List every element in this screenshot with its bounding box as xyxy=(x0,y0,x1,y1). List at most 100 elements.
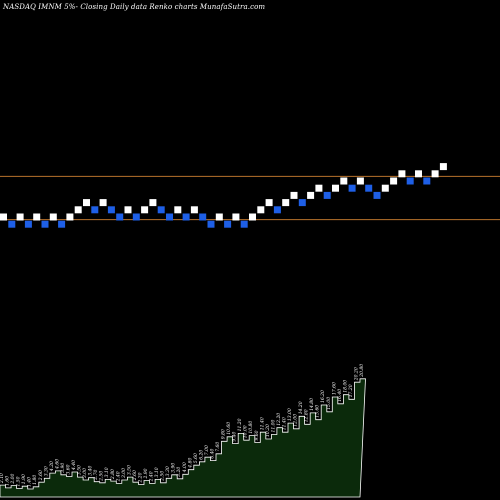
renko-brick-down xyxy=(373,191,381,199)
volume-label: 2.80 xyxy=(110,469,116,480)
renko-bricks xyxy=(0,163,447,228)
volume-label: 3.60 xyxy=(66,464,72,474)
renko-brick-up xyxy=(16,213,24,221)
renko-brick-up xyxy=(439,163,447,171)
volume-label: 20.20 xyxy=(354,367,360,381)
volume-label: 4.00 xyxy=(182,462,188,473)
renko-brick-up xyxy=(66,213,74,221)
volume-label: 9.40 xyxy=(232,431,238,441)
volume-label: 12.80 xyxy=(304,409,310,422)
volume-area-fill xyxy=(0,378,366,498)
renko-brick-up xyxy=(83,199,90,207)
renko-brick-up xyxy=(149,199,157,207)
volume-label: 3.30 xyxy=(165,466,171,476)
volume-label: 2.70 xyxy=(93,470,99,481)
renko-brick-up xyxy=(390,177,398,185)
volume-label: 3.90 xyxy=(171,463,177,473)
renko-brick-down xyxy=(323,191,331,199)
volume-label: 1.90 xyxy=(21,474,27,484)
volume-label: 2.50 xyxy=(160,471,166,482)
renko-brick-up xyxy=(249,213,256,221)
renko-brick-up xyxy=(49,213,57,221)
volume-label: 9.60 xyxy=(254,430,260,440)
volume-label: 2.10 xyxy=(0,473,5,484)
renko-brick-up xyxy=(215,213,223,221)
volume-label: 18.00 xyxy=(342,380,348,393)
volume-label: 14.80 xyxy=(309,398,315,411)
volume-label: 13.60 xyxy=(315,405,321,418)
volume-label: 15.00 xyxy=(326,397,332,410)
volume-label: 2.20 xyxy=(138,472,144,483)
renko-brick-up xyxy=(0,213,7,221)
renko-brick-up xyxy=(257,206,265,214)
volume-label: 3.10 xyxy=(154,467,160,477)
renko-brick-up xyxy=(124,206,132,214)
volume-label: 3.30 xyxy=(43,466,49,476)
volume-label: 3.00 xyxy=(82,468,88,478)
volume-label: 11.40 xyxy=(259,417,265,430)
volume-label: 10.20 xyxy=(265,424,271,437)
volume-label: 3.10 xyxy=(104,467,110,477)
volume-label: 2.60 xyxy=(38,470,44,481)
volume-label: 3.90 xyxy=(60,463,66,473)
renko-brick-down xyxy=(406,177,414,185)
volume-label: 10.60 xyxy=(226,422,232,435)
volume-label: 20.80 xyxy=(359,364,365,378)
volume-label: 11.40 xyxy=(282,417,288,430)
volume-label: 4.60 xyxy=(54,459,60,470)
volume-label: 4.40 xyxy=(71,460,77,471)
volume-label: 11.20 xyxy=(237,418,243,431)
renko-brick-down xyxy=(273,206,281,214)
renko-brick-down xyxy=(166,213,173,221)
volume-label: 2.40 xyxy=(149,471,155,482)
volume-label: 16.40 xyxy=(337,389,343,402)
chart-title: NASDAQ IMNM 5%- Closing Daily data Renko… xyxy=(3,3,266,11)
renko-brick-down xyxy=(207,220,215,228)
renko-brick-up xyxy=(141,206,149,214)
renko-brick-down xyxy=(157,206,165,214)
volume-label: 7.00 xyxy=(204,445,210,455)
renko-brick-up xyxy=(307,191,315,199)
renko-brick-up xyxy=(431,170,439,178)
renko-brick-up xyxy=(190,206,198,214)
renko-brick-up xyxy=(174,206,182,214)
volume-label: 2.40 xyxy=(115,471,121,482)
volume-label: 5.60 xyxy=(193,453,199,463)
renko-brick-up xyxy=(282,199,290,207)
renko-brick-down xyxy=(224,220,232,228)
renko-brick-up xyxy=(99,199,107,207)
volume-label: 6.40 xyxy=(210,448,216,458)
volume-label: 17.20 xyxy=(348,384,354,397)
volume-label: 7.60 xyxy=(215,442,221,452)
volume-label: 10.00 xyxy=(243,425,249,438)
renko-brick-up xyxy=(415,170,422,178)
volume-label: 4.20 xyxy=(49,461,55,472)
renko-brick-up xyxy=(381,184,389,192)
renko-brick-down xyxy=(182,213,190,221)
volume-label: 2.90 xyxy=(143,468,149,479)
renko-brick-down xyxy=(348,184,356,192)
volume-label: 16.20 xyxy=(320,390,326,403)
renko-brick-down xyxy=(365,184,373,192)
renko-brick-down xyxy=(107,206,115,214)
volume-label: 1.50 xyxy=(16,476,22,486)
volume-label: 11.00 xyxy=(270,419,276,432)
renko-brick-up xyxy=(33,213,41,221)
renko-brick-up xyxy=(356,177,364,185)
renko-brick-up xyxy=(74,206,82,214)
volume-label: 3.50 xyxy=(126,465,132,475)
renko-brick-down xyxy=(199,213,207,221)
renko-brick-down xyxy=(58,220,66,228)
volume-label: 12.20 xyxy=(276,413,282,426)
volume-label: 14.20 xyxy=(298,401,304,414)
volume-label: 3.20 xyxy=(176,467,182,477)
renko-brick-down xyxy=(423,177,431,185)
renko-brick-up xyxy=(265,199,273,207)
volume-label: 2.50 xyxy=(99,471,105,482)
renko-brick-down xyxy=(132,213,140,221)
renko-brick-down xyxy=(24,220,32,228)
volume-label: 3.00 xyxy=(121,468,127,478)
volume-label: 2.60 xyxy=(132,470,138,481)
renko-brick-up xyxy=(315,184,323,192)
